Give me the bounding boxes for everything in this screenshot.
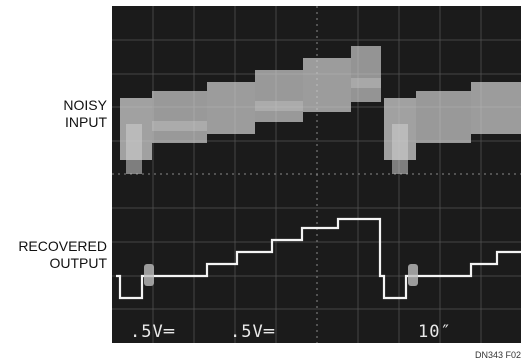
oscilloscope-screen: .5V═ .5V═ 10″ <box>112 6 521 343</box>
recovered-output-glitch <box>144 264 418 286</box>
noisy-input-label-line1: NOISY <box>63 97 107 113</box>
recovered-output-label-line1: RECOVERED <box>18 238 107 254</box>
oscilloscope-traces <box>112 6 521 343</box>
channel2-scale-readout: .5V═ <box>230 322 275 342</box>
recovered-output-label: RECOVERED OUTPUT <box>18 238 107 272</box>
noisy-input-label-line2: INPUT <box>65 114 107 130</box>
noisy-input-trace <box>120 46 521 174</box>
recovered-output-label-line2: OUTPUT <box>49 255 107 271</box>
noisy-input-label: NOISY INPUT <box>63 97 107 131</box>
recovered-output-trace <box>116 217 521 300</box>
figure-id: DN343 F02 <box>474 350 521 360</box>
timebase-readout: 10″ <box>418 322 452 342</box>
channel1-scale-readout: .5V═ <box>130 322 175 342</box>
graticule-center-axes <box>112 6 521 343</box>
